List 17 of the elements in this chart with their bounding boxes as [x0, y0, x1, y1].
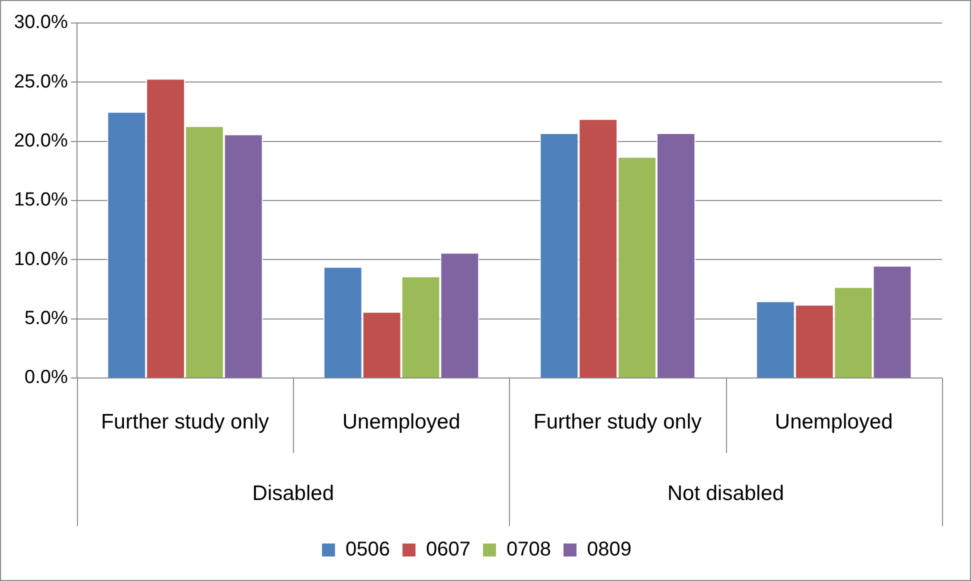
x-tick-label: Unemployed: [342, 410, 460, 434]
legend-label: 0607: [426, 538, 471, 561]
y-tick-label: 5.0%: [24, 308, 68, 330]
y-tick-label: 10.0%: [14, 248, 68, 270]
legend-label: 0708: [506, 538, 551, 561]
y-tick-label: 25.0%: [14, 71, 68, 92]
x-tick-label: Further study only: [100, 410, 270, 434]
legend-label: 0809: [586, 538, 632, 561]
text: Not disabled: [667, 482, 784, 505]
y-tick-label: 20.0%: [14, 130, 68, 152]
x-tick-label: Further study only: [534, 410, 702, 434]
x-tick-label: Unemployed: [774, 410, 893, 434]
y-tick-label: 0.0%: [24, 367, 68, 388]
legend-label: 0506: [346, 538, 390, 561]
y-tick-label: 15.0%: [14, 190, 68, 211]
text: Disabled: [252, 482, 334, 505]
y-tick-label: 30.0%: [14, 12, 68, 34]
